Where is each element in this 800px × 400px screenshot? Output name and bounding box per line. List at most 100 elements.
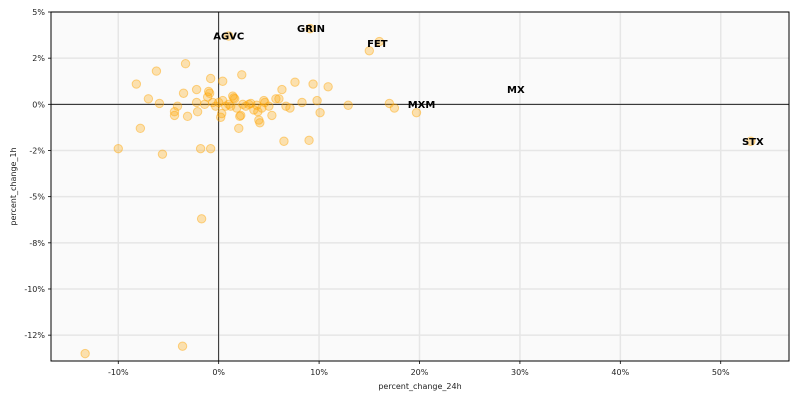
data-point bbox=[178, 88, 189, 98]
data-point bbox=[230, 94, 240, 104]
data-point bbox=[244, 99, 254, 110]
data-point bbox=[199, 99, 210, 110]
data-point bbox=[238, 99, 248, 110]
data-point bbox=[281, 101, 291, 111]
data-point bbox=[191, 97, 202, 108]
data-point bbox=[228, 91, 238, 101]
x-tick-label: 20% bbox=[411, 368, 429, 377]
data-point bbox=[285, 103, 295, 113]
annotation-label: STX bbox=[742, 137, 764, 148]
data-point bbox=[232, 103, 242, 113]
data-point bbox=[411, 107, 422, 118]
y-tick-label: -2% bbox=[29, 146, 45, 155]
x-tick-label: -10% bbox=[108, 368, 129, 377]
data-point bbox=[113, 143, 123, 154]
data-point bbox=[195, 143, 206, 154]
data-point bbox=[253, 107, 263, 117]
data-point bbox=[80, 348, 90, 359]
x-tick-label: 30% bbox=[511, 368, 529, 377]
data-point bbox=[297, 97, 307, 108]
data-point bbox=[308, 79, 318, 89]
data-point bbox=[169, 107, 180, 117]
data-point bbox=[204, 88, 215, 98]
data-point bbox=[290, 77, 300, 87]
data-point bbox=[217, 95, 228, 106]
data-point bbox=[196, 214, 207, 224]
x-axis-ticks: -10% 0% 10% 20% 30% 40% 50% bbox=[108, 361, 730, 377]
data-points bbox=[80, 23, 756, 359]
data-point bbox=[264, 101, 274, 111]
y-tick-label: -10% bbox=[24, 285, 45, 294]
data-point bbox=[154, 98, 165, 109]
y-tick-label: 0% bbox=[32, 100, 45, 109]
data-point bbox=[279, 136, 289, 146]
data-point bbox=[374, 36, 385, 47]
data-point bbox=[271, 94, 281, 104]
data-point bbox=[255, 118, 265, 128]
annotation-label: MX bbox=[507, 85, 525, 96]
data-point bbox=[241, 101, 251, 111]
data-point bbox=[203, 86, 214, 97]
data-point bbox=[207, 97, 218, 108]
x-tick-label: 40% bbox=[611, 368, 629, 377]
data-point bbox=[237, 70, 247, 80]
data-point bbox=[226, 101, 236, 111]
reference-lines bbox=[51, 12, 789, 361]
point-annotations: GRIN AGVC FET MX MXM STX bbox=[213, 24, 764, 148]
data-point bbox=[216, 108, 227, 119]
data-point bbox=[202, 92, 213, 102]
x-tick-label: 0% bbox=[212, 368, 225, 377]
data-point bbox=[260, 97, 270, 108]
y-axis-ticks: 5% 2% 0% -2% -5% -8% -10% -12% bbox=[24, 8, 51, 340]
data-point bbox=[235, 111, 245, 122]
data-point bbox=[249, 105, 259, 115]
x-axis-label: percent_change_24h bbox=[378, 382, 461, 391]
data-point bbox=[746, 136, 756, 146]
data-point bbox=[217, 76, 228, 86]
x-tick-label: 10% bbox=[310, 368, 328, 377]
data-point bbox=[205, 143, 216, 154]
annotation-label: FET bbox=[367, 39, 388, 50]
data-point bbox=[312, 95, 322, 106]
data-point bbox=[131, 79, 142, 89]
y-tick-label: -5% bbox=[29, 193, 45, 202]
data-point bbox=[274, 94, 284, 104]
plot-frame bbox=[50, 11, 790, 362]
data-point bbox=[182, 111, 193, 122]
data-point bbox=[180, 59, 191, 69]
data-point bbox=[177, 341, 188, 351]
data-point bbox=[304, 135, 314, 146]
data-point bbox=[257, 103, 267, 113]
data-point bbox=[246, 98, 256, 109]
data-point bbox=[169, 110, 180, 121]
data-point bbox=[221, 101, 231, 111]
data-point bbox=[252, 100, 262, 110]
data-point bbox=[215, 112, 226, 122]
y-tick-label: 2% bbox=[32, 54, 45, 63]
data-point bbox=[236, 110, 246, 121]
annotation-label: GRIN bbox=[297, 24, 325, 35]
data-point bbox=[389, 103, 400, 113]
data-point bbox=[305, 23, 315, 34]
data-point bbox=[224, 31, 234, 41]
data-point bbox=[254, 115, 264, 125]
annotation-label: MXM bbox=[408, 100, 436, 111]
data-point bbox=[259, 95, 269, 106]
data-point bbox=[315, 107, 325, 118]
data-point bbox=[277, 84, 287, 95]
data-point bbox=[143, 94, 154, 104]
data-point bbox=[323, 82, 333, 92]
data-point bbox=[229, 93, 239, 103]
data-point bbox=[135, 123, 146, 134]
data-point bbox=[151, 66, 162, 76]
data-point bbox=[191, 84, 202, 95]
x-tick-label: 50% bbox=[712, 368, 730, 377]
data-point bbox=[157, 149, 168, 159]
annotation-label: AGVC bbox=[213, 32, 244, 43]
data-point bbox=[343, 100, 353, 110]
y-axis-label: percent_change_1h bbox=[9, 147, 18, 225]
data-point bbox=[192, 107, 203, 117]
data-point bbox=[364, 46, 374, 56]
data-point bbox=[384, 98, 395, 109]
